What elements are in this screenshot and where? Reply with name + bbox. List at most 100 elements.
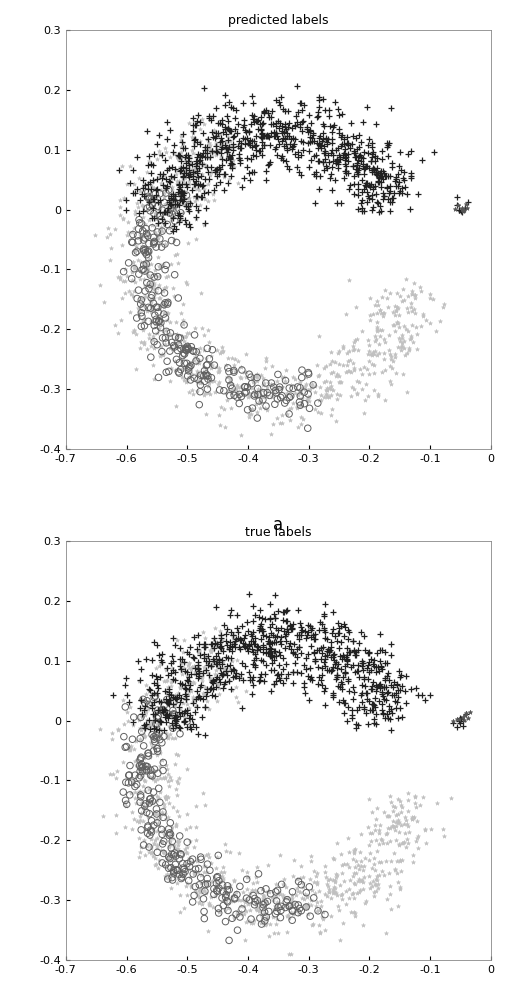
Point bbox=[278, 887, 286, 903]
Point bbox=[175, 679, 183, 695]
Point bbox=[406, 165, 414, 181]
Point bbox=[161, 857, 169, 873]
Point bbox=[207, 855, 215, 871]
Point bbox=[369, 850, 377, 866]
Point bbox=[296, 409, 305, 425]
Point bbox=[324, 147, 332, 163]
Point bbox=[365, 312, 373, 328]
Point bbox=[155, 259, 163, 275]
Point bbox=[328, 382, 336, 398]
Point bbox=[216, 137, 224, 153]
Point bbox=[252, 113, 261, 129]
Point bbox=[369, 884, 377, 900]
Point bbox=[167, 189, 175, 205]
Point bbox=[153, 181, 161, 197]
Point bbox=[321, 858, 329, 874]
Point bbox=[393, 339, 401, 355]
Point bbox=[247, 628, 256, 644]
Point bbox=[283, 602, 291, 618]
Point bbox=[154, 765, 162, 781]
Point bbox=[253, 404, 261, 420]
Point bbox=[407, 811, 415, 827]
Point bbox=[130, 322, 138, 338]
Point bbox=[170, 672, 178, 688]
Point bbox=[264, 636, 272, 652]
Point bbox=[260, 917, 268, 933]
Point bbox=[186, 154, 194, 170]
Point bbox=[224, 900, 232, 916]
Point bbox=[168, 660, 176, 676]
Point bbox=[400, 825, 409, 841]
Point bbox=[116, 271, 124, 287]
Point bbox=[335, 149, 343, 165]
Point bbox=[182, 821, 190, 837]
Point bbox=[411, 795, 419, 811]
Point bbox=[200, 156, 208, 172]
Point bbox=[256, 906, 264, 922]
Point bbox=[320, 118, 328, 134]
Point bbox=[174, 173, 182, 189]
Point bbox=[328, 353, 336, 369]
Point bbox=[248, 633, 256, 649]
Point bbox=[422, 835, 430, 851]
Point bbox=[307, 638, 315, 654]
Point bbox=[179, 866, 187, 882]
Point bbox=[260, 673, 268, 689]
Point bbox=[330, 874, 338, 890]
Point bbox=[387, 194, 395, 210]
Point bbox=[161, 180, 169, 196]
Point bbox=[190, 349, 198, 365]
Point bbox=[169, 170, 177, 186]
Point bbox=[155, 693, 163, 709]
Point bbox=[201, 885, 210, 901]
Point bbox=[352, 386, 361, 402]
Point bbox=[288, 616, 296, 632]
Point bbox=[300, 897, 308, 913]
Point bbox=[205, 334, 213, 350]
Point bbox=[287, 621, 295, 637]
Point bbox=[251, 148, 260, 164]
Point bbox=[228, 381, 236, 397]
Point bbox=[387, 818, 395, 834]
Point bbox=[288, 395, 296, 411]
Point bbox=[169, 169, 177, 185]
Point bbox=[297, 622, 305, 638]
Point bbox=[339, 705, 347, 721]
Point bbox=[312, 164, 320, 180]
Point bbox=[399, 834, 408, 850]
Point bbox=[372, 872, 380, 888]
Point bbox=[356, 624, 364, 640]
Point bbox=[146, 276, 154, 292]
Point bbox=[143, 244, 152, 260]
Point bbox=[229, 636, 237, 652]
Point bbox=[175, 833, 183, 849]
Point bbox=[238, 884, 246, 900]
Point bbox=[231, 381, 239, 397]
Point bbox=[157, 842, 165, 858]
Point bbox=[439, 296, 447, 312]
Point bbox=[228, 890, 236, 906]
Point bbox=[180, 189, 188, 205]
Point bbox=[250, 138, 258, 154]
Point bbox=[185, 676, 193, 692]
Point bbox=[390, 861, 398, 877]
Point bbox=[171, 161, 179, 177]
Point bbox=[194, 668, 203, 684]
Point bbox=[234, 138, 242, 154]
Point bbox=[154, 815, 162, 831]
Point bbox=[190, 327, 198, 343]
Point bbox=[305, 122, 313, 138]
Point bbox=[408, 847, 416, 863]
Point bbox=[398, 366, 407, 382]
Point bbox=[244, 123, 252, 139]
Point bbox=[287, 946, 295, 962]
Point bbox=[387, 155, 395, 171]
Point bbox=[336, 138, 344, 154]
Point bbox=[223, 893, 231, 909]
Point bbox=[379, 331, 387, 347]
Point bbox=[156, 147, 164, 163]
Point bbox=[127, 738, 135, 754]
Point bbox=[349, 143, 358, 159]
Point bbox=[363, 645, 371, 661]
Point bbox=[179, 191, 187, 207]
